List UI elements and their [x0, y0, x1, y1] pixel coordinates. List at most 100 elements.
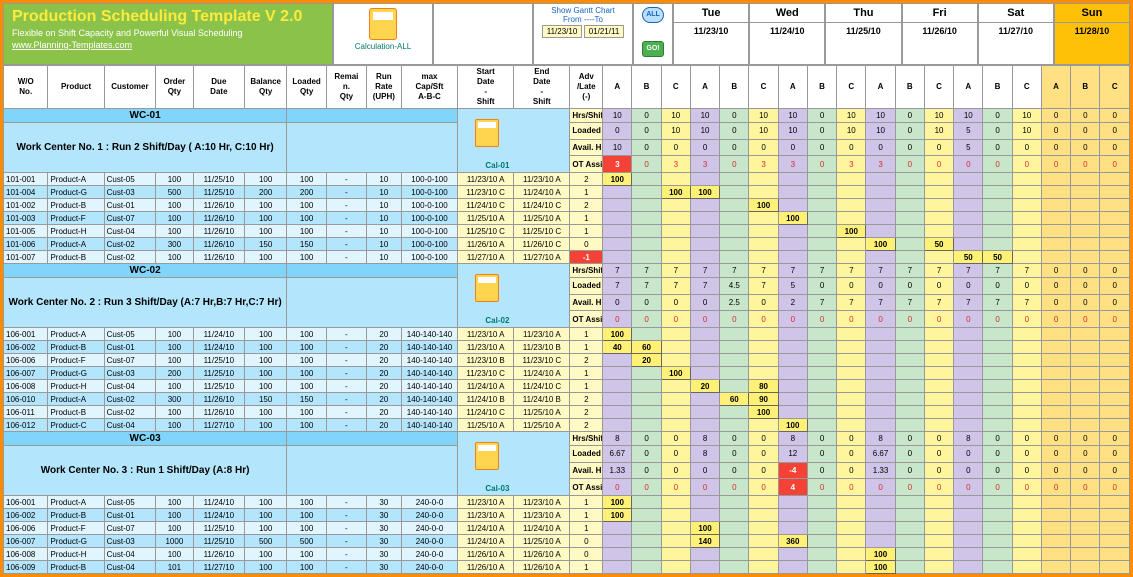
data-cell: 11/24/10 B — [458, 393, 514, 406]
data-cell: 11/23/10 A — [458, 509, 514, 522]
data-cell: Cust-02 — [104, 251, 156, 264]
data-cell: 106-006 — [4, 354, 48, 367]
data-cell: 100 — [287, 367, 327, 380]
data-cell: 100 — [287, 561, 327, 574]
data-cell: 100 — [245, 328, 287, 341]
data-cell: 100 — [245, 251, 287, 264]
gantt-bar: 80 — [749, 380, 778, 393]
shift-header: B — [720, 66, 749, 109]
data-cell: 11/23/10 C — [514, 354, 570, 367]
data-cell: 11/25/10 A — [458, 212, 514, 225]
data-cell: 100 — [287, 354, 327, 367]
data-cell: Product-B — [48, 561, 104, 574]
data-cell: 11/26/10 — [193, 238, 245, 251]
data-cell: 100 — [156, 173, 193, 186]
data-cell: 30 — [366, 535, 401, 548]
data-cell: 1 — [570, 522, 603, 535]
shift-header: B — [983, 66, 1012, 109]
data-cell: - — [327, 186, 367, 199]
shift-header: B — [1071, 66, 1100, 109]
data-cell: 106-012 — [4, 419, 48, 432]
data-cell: 106-002 — [4, 509, 48, 522]
stat-label: Hrs/Shift — [570, 432, 603, 446]
data-cell: 240-0-0 — [401, 535, 457, 548]
wc-desc: Work Center No. 1 : Run 2 Shift/Day ( A:… — [4, 123, 287, 173]
shift-header: B — [632, 66, 661, 109]
data-cell: 106-010 — [4, 393, 48, 406]
gantt-bar: 90 — [749, 393, 778, 406]
data-cell: 11/26/10 A — [458, 238, 514, 251]
data-cell: 20 — [366, 341, 401, 354]
col-header: Adv/Late(-) — [570, 66, 603, 109]
data-cell: 150 — [287, 393, 327, 406]
gantt-bar: 100 — [866, 561, 895, 574]
data-cell: Cust-04 — [104, 380, 156, 393]
data-cell: - — [327, 341, 367, 354]
calc-all-button[interactable]: Calculation-ALL — [333, 3, 433, 65]
shift-header: A — [866, 66, 895, 109]
gantt-bar: 100 — [603, 328, 632, 341]
data-cell: 11/26/10 — [193, 406, 245, 419]
day-headers: Tue11/23/10Wed11/24/10Thu11/25/10Fri11/2… — [673, 3, 1130, 65]
shift-header: C — [837, 66, 866, 109]
data-cell: 100-0-100 — [401, 212, 457, 225]
stat-label: Hrs/Shift — [570, 109, 603, 123]
data-cell: 11/25/10 — [193, 535, 245, 548]
data-cell: - — [327, 535, 367, 548]
data-cell: 106-008 — [4, 548, 48, 561]
data-cell: 500 — [287, 535, 327, 548]
app-frame: Production Scheduling Template V 2.0 Fle… — [3, 3, 1130, 574]
data-cell: 11/24/10 A — [514, 522, 570, 535]
data-cell: 106-006 — [4, 522, 48, 535]
data-cell: 11/23/10 C — [458, 186, 514, 199]
data-cell: 100 — [156, 548, 193, 561]
data-cell: 300 — [156, 238, 193, 251]
data-cell: 100 — [156, 496, 193, 509]
stat-label: OT Assigned — [570, 156, 603, 173]
all-button[interactable]: ALL — [642, 7, 664, 23]
gantt-from-date[interactable]: 11/23/10 — [542, 25, 582, 38]
banner-url[interactable]: www.Planning-Templates.com — [12, 40, 324, 50]
data-cell: 106-002 — [4, 341, 48, 354]
data-cell: 100 — [156, 380, 193, 393]
col-header: RunRate(UPH) — [366, 66, 401, 109]
go-button[interactable]: GO! — [642, 41, 664, 57]
data-cell: Product-H — [48, 380, 104, 393]
data-cell: 20 — [366, 328, 401, 341]
stat-label: OT Assigned — [570, 311, 603, 328]
data-cell: Cust-03 — [104, 186, 156, 199]
data-cell: Product-B — [48, 406, 104, 419]
data-cell: 11/24/10 C — [514, 380, 570, 393]
data-cell: 0 — [570, 238, 603, 251]
calculator-icon — [475, 119, 499, 147]
data-cell: 140-140-140 — [401, 380, 457, 393]
data-cell: - — [327, 354, 367, 367]
data-cell: - — [327, 393, 367, 406]
data-cell: 100 — [287, 212, 327, 225]
gantt-to-date[interactable]: 01/21/11 — [584, 25, 624, 38]
data-cell: Cust-01 — [104, 199, 156, 212]
data-cell: 1 — [570, 328, 603, 341]
data-cell: 11/25/10 A — [514, 419, 570, 432]
shift-header: C — [661, 66, 690, 109]
data-cell: Product-B — [48, 199, 104, 212]
gantt-bar: 100 — [866, 548, 895, 561]
data-cell: - — [327, 173, 367, 186]
gantt-bar: 50 — [924, 238, 953, 251]
data-cell: 100 — [287, 509, 327, 522]
data-cell: Cust-02 — [104, 238, 156, 251]
data-cell: 11/23/10 A — [458, 341, 514, 354]
data-cell: 11/23/10 C — [458, 367, 514, 380]
wc-code: WC-01 — [4, 109, 287, 123]
data-cell: 140-140-140 — [401, 354, 457, 367]
data-cell: 500 — [245, 535, 287, 548]
data-cell: 150 — [287, 238, 327, 251]
data-cell: 10 — [366, 225, 401, 238]
data-cell: - — [327, 509, 367, 522]
data-cell: 11/23/10 A — [514, 173, 570, 186]
data-cell: Cust-01 — [104, 341, 156, 354]
data-cell: 140-140-140 — [401, 341, 457, 354]
data-cell: Product-A — [48, 328, 104, 341]
data-cell: 100-0-100 — [401, 186, 457, 199]
data-cell: 11/24/10 C — [514, 199, 570, 212]
